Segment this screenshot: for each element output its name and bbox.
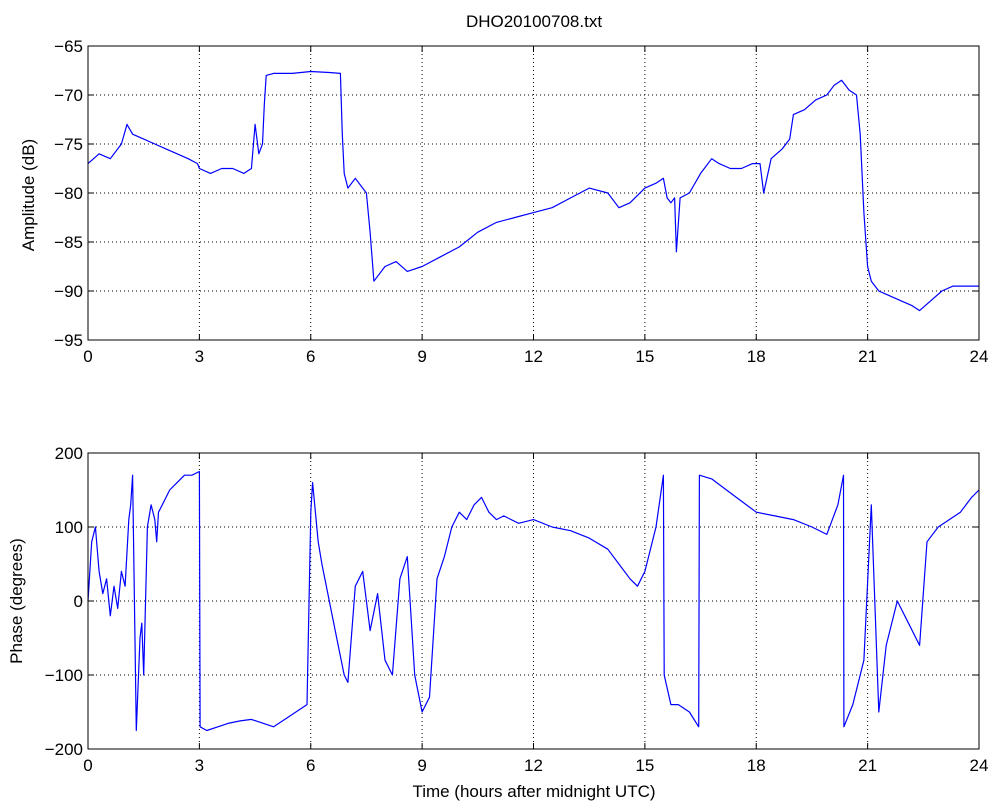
- x-tick-label: 6: [306, 347, 315, 366]
- y-tick-label: −95: [54, 331, 83, 350]
- y-tick-label: −100: [45, 666, 83, 685]
- series-line: [87, 70, 979, 312]
- y-tick-label: −80: [54, 184, 83, 203]
- x-tick-label: 3: [195, 756, 204, 775]
- phase-panel: Phase (degrees) Time (hours after midnig…: [7, 444, 988, 801]
- amplitude-panel: DHO20100708.txt Amplitude (dB) 0 3 6 9 12 15 1…: [19, 12, 988, 366]
- x-tick-label: 12: [524, 756, 543, 775]
- y-axis-label: Phase (degrees): [7, 538, 26, 664]
- series-line: [87, 470, 980, 732]
- x-tick-label: 21: [858, 347, 877, 366]
- y-axis-label: Amplitude (dB): [19, 139, 38, 251]
- x-tick-label: 24: [970, 756, 989, 775]
- y-tick-label: −65: [54, 37, 83, 56]
- x-tick-label: 18: [747, 347, 766, 366]
- y-tick-label: 200: [55, 444, 83, 463]
- y-tick-label: −75: [54, 135, 83, 154]
- x-tick-label: 6: [306, 756, 315, 775]
- y-tick-label: −85: [54, 233, 83, 252]
- x-tick-label: 24: [970, 347, 989, 366]
- y-tick-label: −200: [45, 740, 83, 759]
- x-tick-label: 9: [417, 756, 426, 775]
- x-tick-label: 18: [747, 756, 766, 775]
- y-tick-label: 100: [55, 518, 83, 537]
- x-tick-label: 15: [635, 756, 654, 775]
- y-tick-label: 0: [74, 592, 83, 611]
- x-tick-label: 12: [524, 347, 543, 366]
- x-tick-label: 9: [417, 347, 426, 366]
- y-tick-label: −70: [54, 86, 83, 105]
- y-tick-label: −90: [54, 282, 83, 301]
- chart-title: DHO20100708.txt: [466, 12, 602, 31]
- x-tick-label: 0: [83, 756, 92, 775]
- x-axis-label: Time (hours after midnight UTC): [412, 782, 655, 801]
- x-tick-label: 21: [858, 756, 877, 775]
- x-tick-label: 15: [635, 347, 654, 366]
- x-tick-label: 3: [195, 347, 204, 366]
- x-tick-label: 0: [83, 347, 92, 366]
